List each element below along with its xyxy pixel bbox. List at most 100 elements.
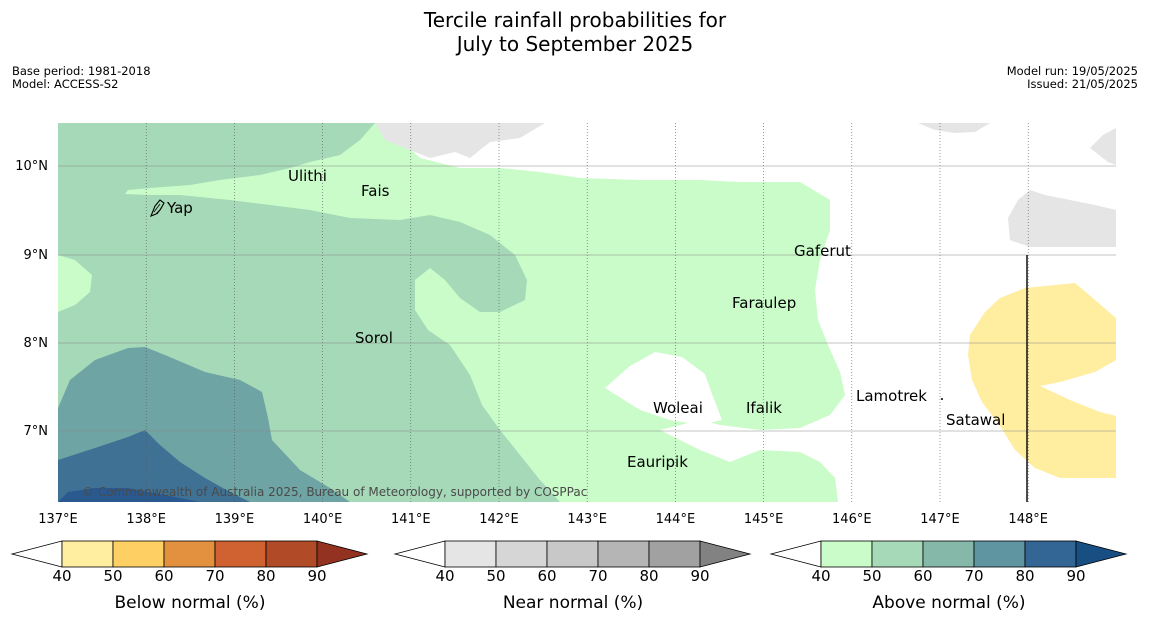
- region-near-40-50-a: [375, 123, 545, 158]
- colorbar-segment: [546, 540, 599, 568]
- colorbar-tick-label: 80: [1015, 567, 1035, 585]
- colorbar-above-normal-label: Above normal (%): [872, 593, 1026, 613]
- colorbar-below-normal-label: Below normal (%): [114, 593, 266, 613]
- colorbar-segment: [597, 540, 650, 568]
- colorbar-tick-label: 80: [639, 567, 659, 585]
- place-fais: Fais: [361, 182, 390, 200]
- colorbar-extend-low: [10, 540, 63, 568]
- longitude-labels: 137°E 138°E 139°E 140°E 141°E 142°E 143°E 144°E…: [38, 512, 1048, 527]
- colorbar-segment: [444, 540, 497, 568]
- colorbar-tick-label: 90: [307, 567, 327, 585]
- place-yap: Yap: [166, 199, 193, 217]
- colorbar-extend-high: [699, 540, 752, 568]
- longitude-label: 148°E: [1008, 512, 1048, 527]
- longitude-label: 143°E: [567, 512, 607, 527]
- colorbar-tick-label: 90: [690, 567, 710, 585]
- colorbar-segment: [1024, 540, 1077, 568]
- meta-right: Model run: 19/05/2025 Issued: 21/05/2025: [1007, 65, 1138, 91]
- region-above-80-90: [58, 488, 200, 502]
- region-above-40-50-west: [58, 255, 92, 312]
- longitude-label: 137°E: [38, 512, 78, 527]
- place-ulithi: Ulithi: [288, 167, 327, 185]
- colorbar-extend-low: [393, 540, 446, 568]
- region-below-40-50: [968, 283, 1116, 478]
- region-no-dominant-east: [400, 123, 1116, 502]
- colorbar-segment: [820, 540, 873, 568]
- meta-left: Base period: 1981-2018 Model: ACCESS-S2: [12, 65, 151, 91]
- colorbar-segment: [265, 540, 318, 568]
- place-lamotrek: Lamotrek: [856, 387, 927, 405]
- region-near-40-50-b: [918, 123, 990, 133]
- colorbar-tick-label: 50: [862, 567, 882, 585]
- issued-date: Issued: 21/05/2025: [1027, 77, 1138, 91]
- longitude-label: 145°E: [744, 512, 784, 527]
- colorbar-near-normal-label: Near normal (%): [502, 593, 644, 613]
- latitude-label: 7°N: [24, 424, 49, 439]
- model-name: Model: ACCESS-S2: [12, 77, 119, 91]
- colorbar-near-normal-bar: [393, 540, 752, 568]
- title-line-1: Tercile rainfall probabilities for: [423, 8, 727, 32]
- place-faraulep: Faraulep: [732, 294, 796, 312]
- place-woleai: Woleai: [653, 399, 703, 417]
- place-satawal: Satawal: [946, 411, 1005, 429]
- longitude-label: 140°E: [303, 512, 343, 527]
- longitude-label: 147°E: [920, 512, 960, 527]
- colorbar-extend-high: [316, 540, 369, 568]
- colorbar-tick-label: 60: [154, 567, 174, 585]
- colorbar-extend-low: [769, 540, 822, 568]
- colorbar-below-normal-bar: [10, 540, 369, 568]
- longitude-label: 141°E: [391, 512, 431, 527]
- region-near-40-50-c: [1090, 128, 1116, 165]
- colorbar-tick-label: 60: [913, 567, 933, 585]
- colorbar-extend-high: [1075, 540, 1128, 568]
- place-sorol: Sorol: [355, 329, 393, 347]
- latitude-labels: 10°N 9°N 8°N 7°N: [15, 159, 48, 439]
- colorbar-tick-label: 40: [811, 567, 831, 585]
- colorbar-tick-label: 70: [588, 567, 608, 585]
- lamotrek-dot: [941, 398, 943, 400]
- colorbar-near-normal-ticks: 40 50 60 70 80 90: [393, 567, 753, 587]
- place-gaferut: Gaferut: [794, 242, 851, 260]
- colorbar-segment: [973, 540, 1026, 568]
- region-near-40-50-d: [1008, 190, 1116, 247]
- colorbar-tick-label: 50: [486, 567, 506, 585]
- place-eauripik: Eauripik: [627, 453, 688, 471]
- colorbar-below-normal: 40 50 60 70 80 90 Below normal (%): [10, 539, 370, 619]
- colorbar-near-normal: 40 50 60 70 80 90 Near normal (%): [393, 539, 753, 619]
- colorbar-segment: [495, 540, 548, 568]
- colorbar-tick-label: 70: [964, 567, 984, 585]
- colorbar-above-normal-ticks: 40 50 60 70 80 90: [769, 567, 1129, 587]
- yap-island-detail: [153, 203, 163, 215]
- colorbar-below-normal-ticks: 40 50 60 70 80 90: [10, 567, 370, 587]
- rainfall-map: Ulithi Fais Yap Gaferut Faraulep Sorol L…: [15, 123, 1116, 527]
- colorbar-above-normal: 40 50 60 70 80 90 Above normal (%): [769, 539, 1129, 619]
- longitude-label: 139°E: [215, 512, 255, 527]
- colorbar-segment: [922, 540, 975, 568]
- latitude-label: 9°N: [24, 248, 49, 263]
- longitude-label: 144°E: [656, 512, 696, 527]
- colorbar-tick-label: 40: [435, 567, 455, 585]
- colorbar-segment: [648, 540, 701, 568]
- colorbar-segment: [163, 540, 216, 568]
- place-labels: Ulithi Fais Yap Gaferut Faraulep Sorol L…: [166, 167, 1005, 471]
- title-line-2: July to September 2025: [456, 32, 694, 56]
- colorbar-segment: [112, 540, 165, 568]
- colorbar-tick-label: 60: [537, 567, 557, 585]
- yap-island-shape: [150, 199, 165, 217]
- copyright-text: © Commonwealth of Australia 2025, Bureau…: [82, 485, 587, 499]
- model-run: Model run: 19/05/2025: [1006, 64, 1138, 78]
- latitude-label: 8°N: [24, 336, 49, 351]
- map-title: Tercile rainfall probabilities for July …: [0, 8, 1150, 56]
- longitude-label: 146°E: [832, 512, 872, 527]
- longitude-label: 138°E: [126, 512, 166, 527]
- latitude-label: 10°N: [15, 159, 48, 174]
- colorbar-tick-label: 70: [205, 567, 225, 585]
- base-period: Base period: 1981-2018: [12, 64, 151, 78]
- colorbar-segment: [61, 540, 114, 568]
- region-white-woleai: [605, 352, 722, 425]
- colorbar-segment: [214, 540, 267, 568]
- gridlines: [58, 123, 1116, 502]
- colorbar-tick-label: 90: [1066, 567, 1086, 585]
- colorbar-segment: [871, 540, 924, 568]
- colorbar-tick-label: 80: [256, 567, 276, 585]
